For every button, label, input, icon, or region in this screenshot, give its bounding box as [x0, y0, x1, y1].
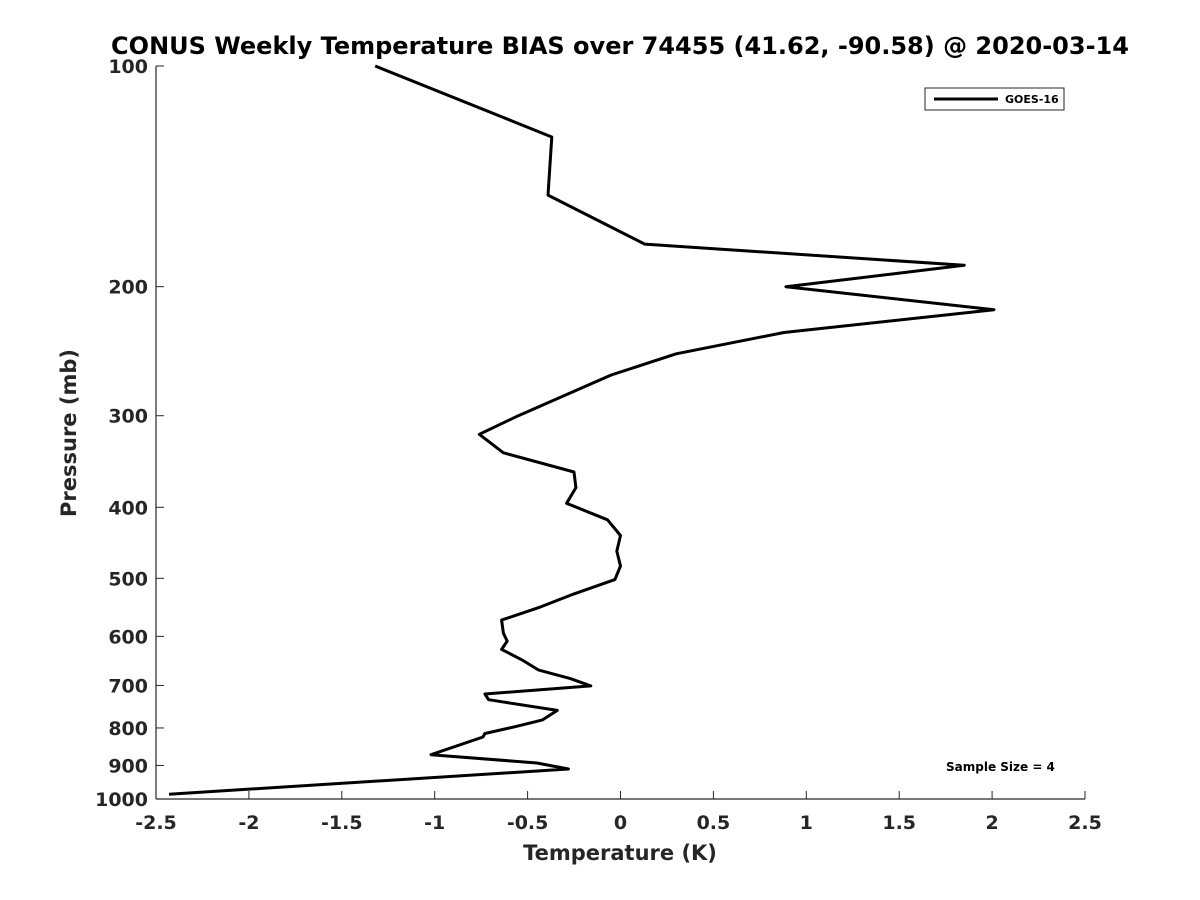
x-axis-label: Temperature (K) — [523, 841, 717, 865]
y-tick-label: 1000 — [95, 789, 148, 811]
chart-title: CONUS Weekly Temperature BIAS over 74455… — [111, 32, 1129, 60]
y-tick-label: 800 — [108, 718, 148, 740]
plot-area: -2.5 -2 -1.5 -1 -0.5 0 0.5 1 1.5 2 2.5 100 200 300 40… — [95, 56, 1102, 834]
y-tick-label: 400 — [108, 497, 148, 519]
legend-label-goes-16: GOES-16 — [1005, 93, 1059, 106]
x-tick-label: 0 — [614, 812, 627, 834]
sample-size-annotation: Sample Size = 4 — [946, 760, 1055, 774]
y-axis-label: Pressure (mb) — [57, 349, 81, 517]
x-tick-label: -2 — [238, 812, 259, 834]
series-line-goes-16 — [168, 64, 996, 796]
y-tick-label: 200 — [108, 277, 148, 299]
legend: GOES-16 — [924, 87, 1065, 111]
y-tick-label: 300 — [108, 406, 148, 428]
x-tick-label: -1.5 — [321, 812, 363, 834]
x-tick-label: 1.5 — [882, 812, 916, 834]
x-tick-label: -1 — [424, 812, 445, 834]
x-axis-ticks: -2.5 -2 -1.5 -1 -0.5 0 0.5 1 1.5 2 2.5 — [135, 791, 1102, 834]
y-tick-label: 900 — [108, 755, 148, 777]
x-tick-label: 1 — [800, 812, 813, 834]
y-tick-label: 700 — [108, 675, 148, 697]
x-tick-label: -2.5 — [135, 812, 177, 834]
x-tick-label: 2.5 — [1068, 812, 1102, 834]
x-tick-label: -0.5 — [507, 812, 549, 834]
y-tick-label: 100 — [108, 56, 148, 78]
x-tick-label: 0.5 — [697, 812, 731, 834]
y-axis-ticks: 100 200 300 400 500 600 700 800 900 1000 — [95, 56, 164, 811]
y-tick-label: 500 — [108, 568, 148, 590]
y-tick-label: 600 — [108, 626, 148, 648]
x-tick-label: 2 — [985, 812, 998, 834]
